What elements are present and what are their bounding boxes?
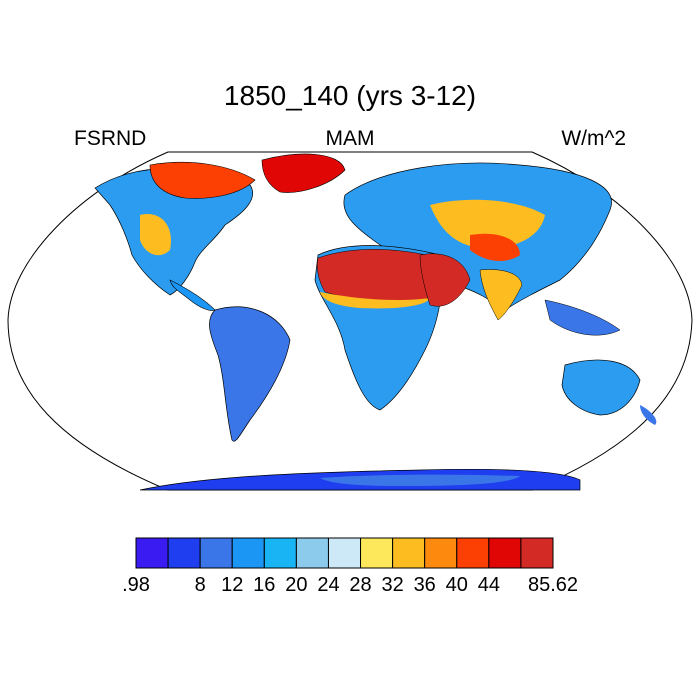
colorbar-swatch [488,537,522,569]
central-america [169,279,216,311]
colorbar-swatch [231,537,265,569]
season-label: MAM [325,127,375,150]
colorbar-tick-label: 44 [477,574,500,596]
colorbar-swatch [456,537,490,569]
colorbar-tick-label: .98 [122,574,150,596]
south-america [209,306,291,442]
map-title: 1850_140 (yrs 3-12) [223,80,477,111]
colorbar-swatch [295,537,329,569]
colorbar-tick-label: 12 [221,574,244,596]
greenland [261,153,346,193]
central-asia-heat [430,199,545,249]
sahel-band [320,292,430,309]
colorbar-swatch [263,537,297,569]
colorbar-swatch [167,537,201,569]
colorbar-tick-label: 20 [285,574,308,596]
colorbar-swatch [135,537,169,569]
colorbar-swatch [392,537,426,569]
colorbar-swatch [360,537,394,569]
colorbar-swatch [424,537,458,569]
southeast-asia [544,299,621,336]
colorbar-tick-label: 8 [194,574,206,596]
us-southwest [140,214,171,256]
colorbar-swatch [327,537,362,569]
variable-label: FSRND [74,127,147,150]
colorbar-tick-label: 32 [381,574,404,596]
arabia [419,253,471,307]
north-america-heat [149,161,256,199]
new-zealand [640,405,657,425]
antarctica-inner [320,474,520,486]
colorbar-swatch [520,537,554,569]
tibet-heat [470,233,520,262]
colorbar-tick-label: 24 [317,574,340,596]
colorbar-tick-label: 28 [349,574,372,596]
colorbar-swatch [199,537,233,569]
units-label: W/m^2 [561,127,626,150]
australia [561,359,641,416]
colorbar-tick-label: 85.62 [527,574,579,596]
colorbar-tick-label: 16 [253,574,276,596]
colorbar-tick-label: 40 [445,574,468,596]
india [479,269,523,321]
colorbar-tick-label: 36 [413,574,436,596]
